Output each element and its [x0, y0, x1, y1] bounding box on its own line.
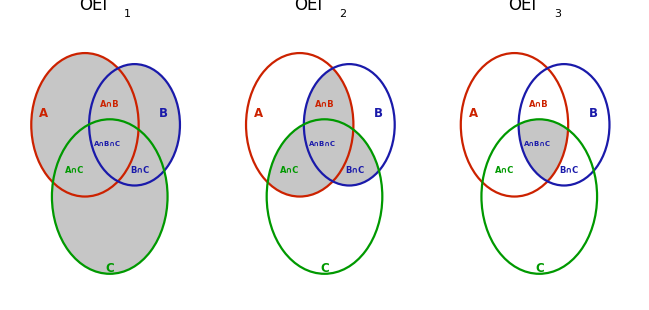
Text: B∩C: B∩C — [130, 166, 149, 175]
Text: C: C — [320, 262, 329, 275]
Text: A∩B: A∩B — [100, 100, 119, 108]
Text: A∩C: A∩C — [495, 166, 514, 175]
Text: C: C — [535, 262, 544, 275]
Text: A∩B∩C: A∩B∩C — [94, 141, 121, 147]
Text: A∩B: A∩B — [530, 100, 549, 108]
Text: B: B — [589, 107, 598, 120]
Text: A∩C: A∩C — [280, 166, 299, 175]
Text: B∩C: B∩C — [559, 166, 579, 175]
Text: OEI: OEI — [79, 0, 107, 15]
Text: A∩C: A∩C — [65, 166, 84, 175]
Text: C: C — [105, 262, 114, 275]
Text: A: A — [254, 107, 263, 120]
Text: A∩B: A∩B — [315, 100, 334, 108]
Text: A∩B∩C: A∩B∩C — [524, 141, 551, 147]
Text: B: B — [159, 107, 168, 120]
Text: OEI: OEI — [294, 0, 322, 15]
Text: B∩C: B∩C — [345, 166, 364, 175]
Text: 3: 3 — [554, 9, 561, 19]
Text: OEI: OEI — [509, 0, 537, 15]
Text: 1: 1 — [124, 9, 131, 19]
Text: A∩B∩C: A∩B∩C — [309, 141, 336, 147]
Text: A: A — [469, 107, 478, 120]
Text: B: B — [374, 107, 383, 120]
Text: 2: 2 — [339, 9, 346, 19]
Text: A: A — [39, 107, 48, 120]
